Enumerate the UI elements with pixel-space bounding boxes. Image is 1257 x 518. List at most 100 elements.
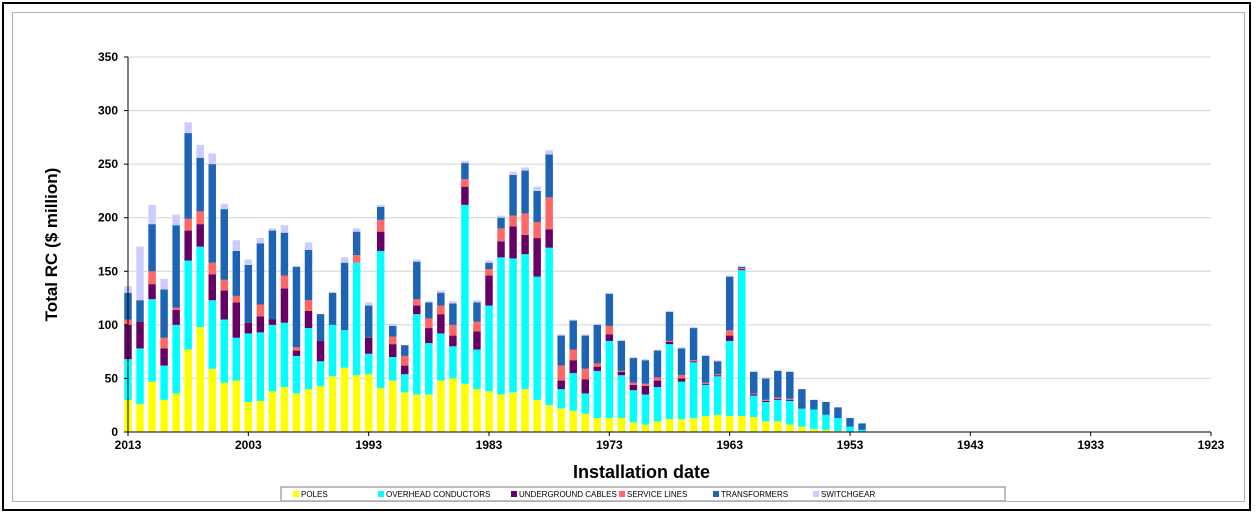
bar-segment bbox=[701, 415, 710, 432]
bar-segment bbox=[437, 333, 445, 381]
bar-segment bbox=[364, 302, 373, 306]
bar-segment bbox=[280, 225, 289, 233]
bar-segment bbox=[389, 325, 397, 337]
bar-segment bbox=[581, 413, 589, 432]
bar-segment bbox=[232, 337, 241, 381]
bar-segment bbox=[750, 417, 758, 432]
bar-segment bbox=[292, 267, 301, 348]
legend-box bbox=[280, 486, 1006, 501]
figure-frame: 0 50 100 150 200 250 300 350 2013 2003 1993 1983 197… bbox=[2, 2, 1251, 511]
bar-segment bbox=[449, 301, 457, 304]
bar-segment bbox=[425, 328, 433, 344]
bar-segment bbox=[521, 167, 529, 171]
bar-segment bbox=[605, 325, 614, 335]
bar-segment bbox=[340, 367, 349, 432]
bar-segment bbox=[340, 262, 349, 331]
bar-segment bbox=[304, 249, 313, 301]
bar-segment bbox=[437, 305, 445, 315]
bar-segment bbox=[750, 370, 758, 372]
bar-segment bbox=[461, 204, 469, 384]
bar-segment bbox=[413, 314, 421, 395]
bar-segment bbox=[413, 259, 421, 262]
bar-segment bbox=[581, 334, 589, 336]
bar-segment bbox=[136, 348, 144, 405]
bar-segment bbox=[244, 402, 253, 432]
bar-segment bbox=[750, 393, 758, 395]
bar-segment bbox=[148, 381, 156, 432]
bar-segment bbox=[533, 238, 541, 277]
bar-segment bbox=[376, 231, 385, 251]
bar-segment bbox=[798, 408, 806, 427]
bar-segment bbox=[605, 418, 614, 432]
bar-segment bbox=[822, 402, 830, 415]
bar-segment bbox=[629, 357, 638, 359]
bar-segment bbox=[653, 377, 662, 381]
bar-segment bbox=[401, 345, 409, 356]
bar-segment bbox=[665, 312, 674, 341]
bar-segment bbox=[834, 430, 842, 432]
bar-segment bbox=[617, 418, 626, 432]
bar-segment bbox=[497, 257, 505, 395]
bar-segment bbox=[629, 384, 638, 391]
bar-segment bbox=[641, 360, 650, 384]
bar-segment bbox=[461, 186, 469, 205]
bar-segment bbox=[160, 337, 168, 349]
bar-segment bbox=[497, 241, 505, 258]
bar-segment bbox=[364, 305, 373, 338]
bar-segment bbox=[148, 299, 156, 382]
bar-segment bbox=[810, 399, 818, 410]
bar-segment bbox=[689, 362, 698, 419]
bar-segment bbox=[677, 347, 686, 349]
bar-segment bbox=[280, 387, 289, 432]
bar-segment bbox=[762, 421, 770, 432]
bar-segment bbox=[822, 429, 830, 432]
bar-segment bbox=[160, 399, 168, 432]
bar-segment bbox=[136, 300, 144, 322]
bar-segment bbox=[280, 322, 289, 387]
bar-segment bbox=[208, 164, 216, 263]
bar-segment bbox=[352, 375, 361, 432]
bar-segment bbox=[653, 350, 662, 378]
bar-segment bbox=[413, 305, 421, 315]
bar-segment bbox=[280, 275, 289, 289]
bar-segment bbox=[737, 267, 746, 269]
bar-segment bbox=[509, 258, 517, 393]
bar-segment bbox=[762, 377, 770, 379]
bar-segment bbox=[641, 385, 650, 395]
legend-label: SERVICE LINES bbox=[627, 490, 687, 499]
bar-segment bbox=[605, 340, 614, 419]
bar-segment bbox=[413, 299, 421, 306]
bar-segment bbox=[533, 222, 541, 239]
bar-segment bbox=[196, 246, 204, 327]
bar-segment bbox=[509, 174, 517, 216]
bar-segment bbox=[328, 324, 337, 377]
legend-swatch bbox=[813, 491, 819, 497]
bar-segment bbox=[617, 339, 626, 341]
bar-segment bbox=[425, 301, 433, 303]
bar-segment bbox=[581, 335, 589, 369]
bar-segment bbox=[786, 372, 794, 399]
legend-label: UNDERGROUND CABLES bbox=[519, 490, 617, 499]
bar-segment bbox=[292, 265, 301, 267]
bar-segment bbox=[677, 419, 686, 432]
bar-segment bbox=[521, 213, 529, 235]
legend-swatch bbox=[511, 491, 517, 497]
bar-segment bbox=[473, 331, 481, 350]
bar-segment bbox=[256, 316, 265, 333]
bar-segment bbox=[160, 278, 168, 290]
bar-segment bbox=[220, 319, 228, 383]
bar-segment bbox=[256, 238, 265, 244]
bar-segment bbox=[557, 408, 565, 432]
bar-segment bbox=[762, 402, 770, 422]
bar-segment bbox=[148, 224, 156, 272]
bar-segment bbox=[521, 254, 529, 390]
bar-segment bbox=[184, 218, 192, 231]
y-tick-label: 50 bbox=[105, 371, 119, 385]
bar-segment bbox=[256, 400, 265, 432]
bar-segment bbox=[497, 228, 505, 242]
bar-segment bbox=[449, 303, 457, 325]
bar-segment bbox=[389, 380, 397, 432]
bar-segment bbox=[389, 344, 397, 357]
bar-segment bbox=[376, 207, 385, 220]
bar-segment bbox=[701, 355, 710, 383]
